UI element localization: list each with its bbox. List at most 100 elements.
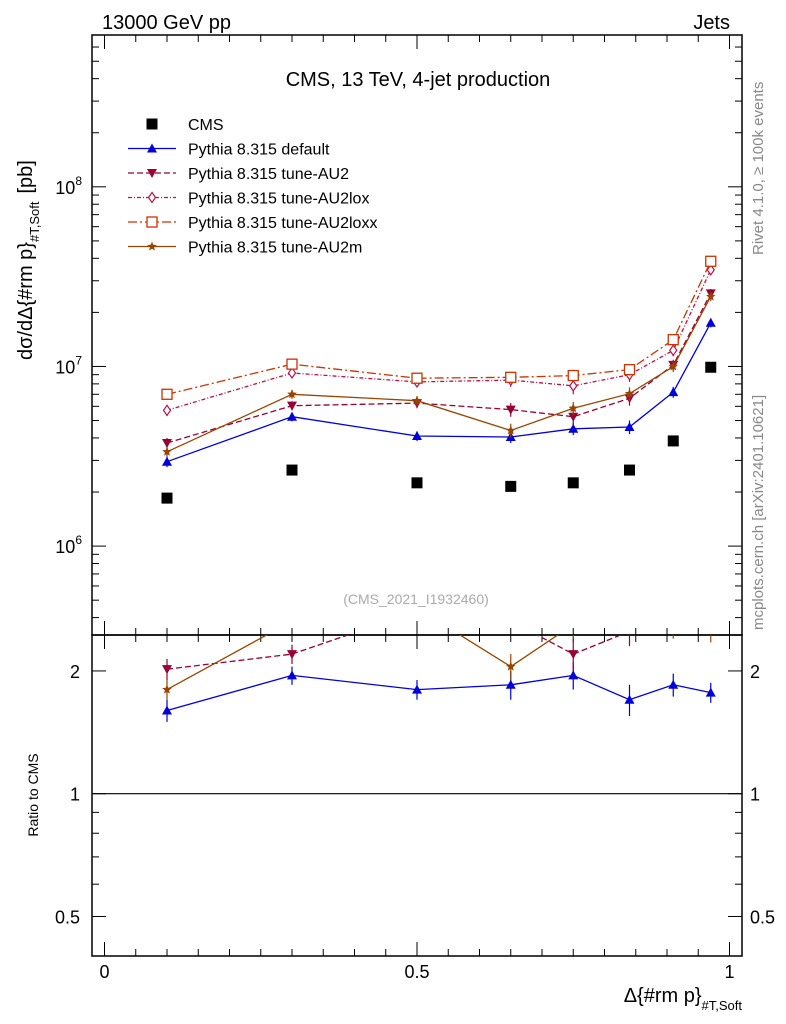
ratio-line [166,635,559,691]
series-line [166,261,712,395]
data-point [161,492,173,504]
ratio-point [707,635,714,636]
series-line [166,322,712,463]
ratio-series-0 [162,662,716,722]
svg-text:dσ/dΔ{#rm p}#T,Soft[pb]: dσ/dΔ{#rm p}#T,Soft[pb] [15,160,42,360]
ratio-ytick-label-right: 2 [750,662,760,682]
series-4 [161,255,717,400]
ratio-ylabel: Ratio to CMS [25,753,41,836]
mcplots-label: mcplots.cern.ch [arXiv:2401.10621] [750,395,767,630]
legend-entry: Pythia 8.315 tune-AU2m [128,240,362,257]
data-point [568,412,579,422]
ratio-point [287,616,297,625]
ratio-series-1 [162,607,716,681]
xlabel: Δ{#rm p}#T,Soft [624,985,743,1013]
ratio-ytick-label-left: 0.5 [55,907,80,927]
ratio-point [624,694,635,704]
ratio-point [506,661,516,671]
series-5 [162,291,716,457]
svg-text:Δ{#rm p}#T,Soft: Δ{#rm p}#T,Soft [624,985,743,1013]
data-point [705,361,717,373]
data-point [287,411,297,421]
analysis-watermark: (CMS_2021_I1932460) [343,591,489,607]
main-ylabel: dσ/dΔ{#rm p}#T,Soft[pb] [15,160,42,360]
legend-label: Pythia 8.315 tune-AU2 [188,166,349,183]
ratio-point [287,670,297,680]
ratio-xtick-label: 0 [99,962,109,982]
data-point [568,403,578,413]
data-point [624,464,635,476]
legend-marker [147,143,157,153]
legend: CMS Pythia 8.315 default Pythia 8.315 tune… [128,117,377,257]
data-point [412,431,422,441]
data-point [668,387,679,397]
ratio-point [568,670,579,680]
data-point [705,255,717,267]
data-point [286,464,298,476]
legend-entry: Pythia 8.315 tune-AU2lox [128,191,369,208]
series-line [166,296,712,453]
ratio-point [668,679,679,689]
ratio-point [625,616,635,625]
ratio-point [705,687,716,697]
legend-entry: Pythia 8.315 tune-AU2loxx [128,215,377,232]
legend-entry: Pythia 8.315 default [128,142,330,159]
data-point [569,379,578,392]
legend-marker [147,241,157,251]
legend-label: CMS [188,117,224,134]
data-point [705,317,716,327]
data-point [411,477,423,489]
header-process: Jets [693,12,730,34]
ratio-ytick-label-left: 2 [70,662,80,682]
ratio-ytick-label-right: 1 [750,785,760,805]
rivet-label: Rivet 4.1.0, ≥ 100k events [750,82,767,255]
ratio-point [162,665,172,675]
main-axis-ticks: 106 107 108 [55,34,742,956]
legend-entry: CMS [146,117,224,134]
ratio-ytick-label-right: 0.5 [750,907,775,927]
data-point [568,423,579,433]
data-point [505,480,517,492]
ratio-point [505,679,516,689]
ratio-point [412,684,422,694]
legend-marker [147,191,157,204]
data-point [505,405,516,415]
series-0 [161,361,717,504]
data-point [287,366,297,380]
data-point [706,263,715,276]
data-point [162,404,172,417]
legend-marker [146,118,158,130]
data-point [161,388,173,400]
ratio-point [628,635,631,637]
data-point [706,291,716,301]
data-point [623,363,636,376]
main-series-layer [161,255,717,504]
ratio-ytick-label-left: 1 [70,785,80,805]
ratio-series-layer [162,607,716,722]
ratio-point [706,620,716,629]
legend-label: Pythia 8.315 default [188,142,330,159]
data-point [669,344,678,357]
data-point [411,372,423,384]
legend-label: Pythia 8.315 tune-AU2lox [188,191,369,208]
data-point [668,361,678,371]
data-point [667,435,679,447]
data-point [624,422,635,432]
series-1 [162,317,716,468]
ratio-series-2 [162,616,714,700]
ratio-point [412,607,422,616]
ratio-point [162,684,172,694]
ratio-point [287,650,297,660]
main-ytick-label: 106 [55,533,82,557]
data-point [287,389,297,399]
data-point [567,369,579,382]
legend-marker [147,169,157,178]
legend-label: Pythia 8.315 tune-AU2m [188,240,362,257]
data-point [412,395,422,405]
data-point [506,425,516,435]
ratio-point [506,617,516,626]
data-point [162,446,172,456]
ratio-point [669,620,679,629]
data-point [162,456,172,466]
